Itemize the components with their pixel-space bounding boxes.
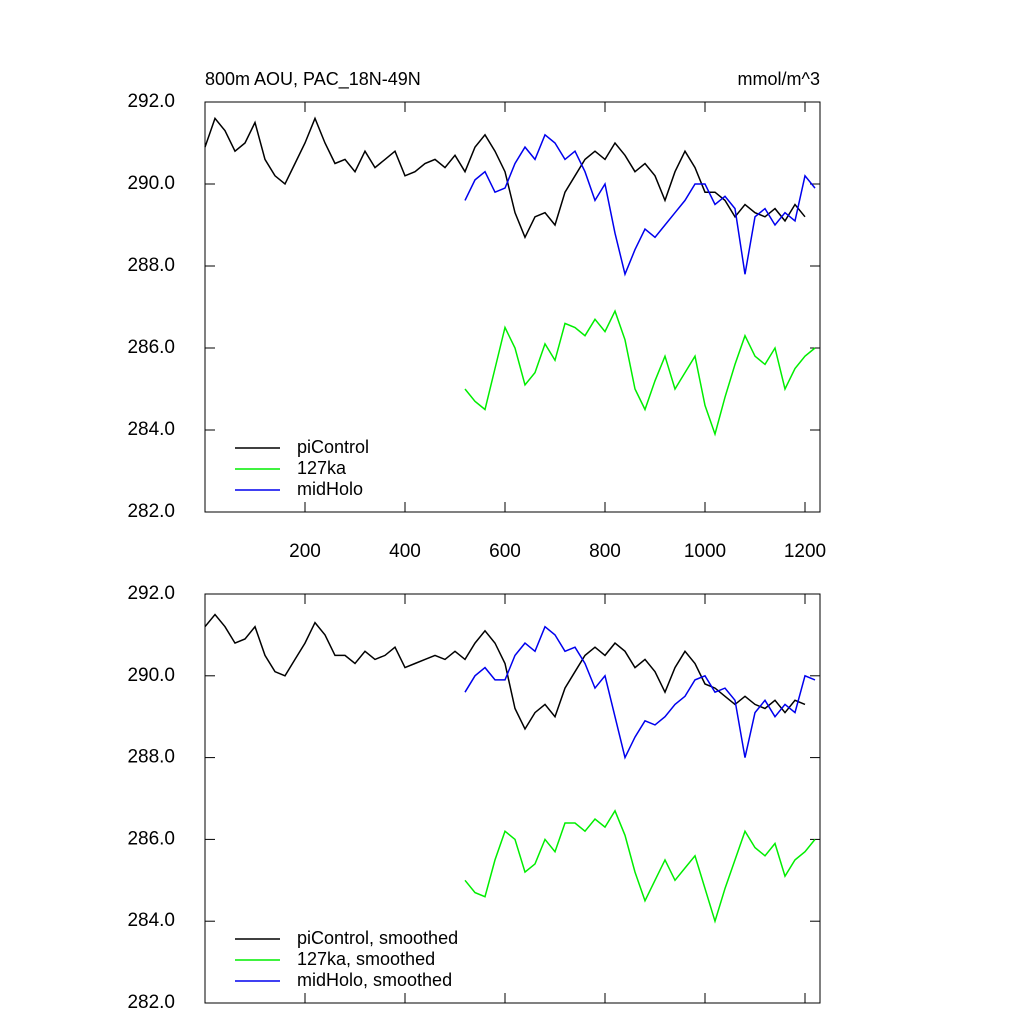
series-line <box>464 809 816 924</box>
y-tick-label: 290.0 <box>127 173 175 194</box>
y-tick-label: 288.0 <box>127 747 175 768</box>
series-line <box>464 309 816 437</box>
x-tick-label: 600 <box>489 541 521 562</box>
legend-label: midHolo, smoothed <box>297 970 452 990</box>
legend-label: midHolo <box>297 479 363 499</box>
series-line <box>464 625 816 760</box>
legend-label: piControl <box>297 437 369 457</box>
y-tick-label: 282.0 <box>127 992 175 1013</box>
legend-label: piControl, smoothed <box>297 928 458 948</box>
plot-frame <box>204 101 821 513</box>
y-tick-label: 284.0 <box>127 419 175 440</box>
series-line <box>204 116 806 240</box>
plot-frame <box>204 593 821 1004</box>
x-tick-label: 200 <box>289 541 321 562</box>
chart-title: 800m AOU, PAC_18N-49N <box>205 69 421 90</box>
y-tick-label: 288.0 <box>127 255 175 276</box>
series-line <box>204 613 806 731</box>
y-tick-label: 292.0 <box>127 91 175 112</box>
y-tick-label: 292.0 <box>127 583 175 604</box>
y-tick-label: 282.0 <box>127 501 175 522</box>
x-tick-label: 400 <box>389 541 421 562</box>
x-tick-label: 800 <box>589 541 621 562</box>
y-tick-label: 286.0 <box>127 828 175 849</box>
y-tick-label: 286.0 <box>127 337 175 358</box>
x-tick-label: 1200 <box>784 541 826 562</box>
series-line <box>464 133 816 277</box>
x-tick-label: 1000 <box>684 541 726 562</box>
units-label: mmol/m^3 <box>738 69 820 89</box>
y-tick-label: 290.0 <box>127 665 175 686</box>
y-tick-label: 284.0 <box>127 910 175 931</box>
legend-label: 127ka <box>297 458 347 478</box>
legend-label: 127ka, smoothed <box>297 949 435 969</box>
